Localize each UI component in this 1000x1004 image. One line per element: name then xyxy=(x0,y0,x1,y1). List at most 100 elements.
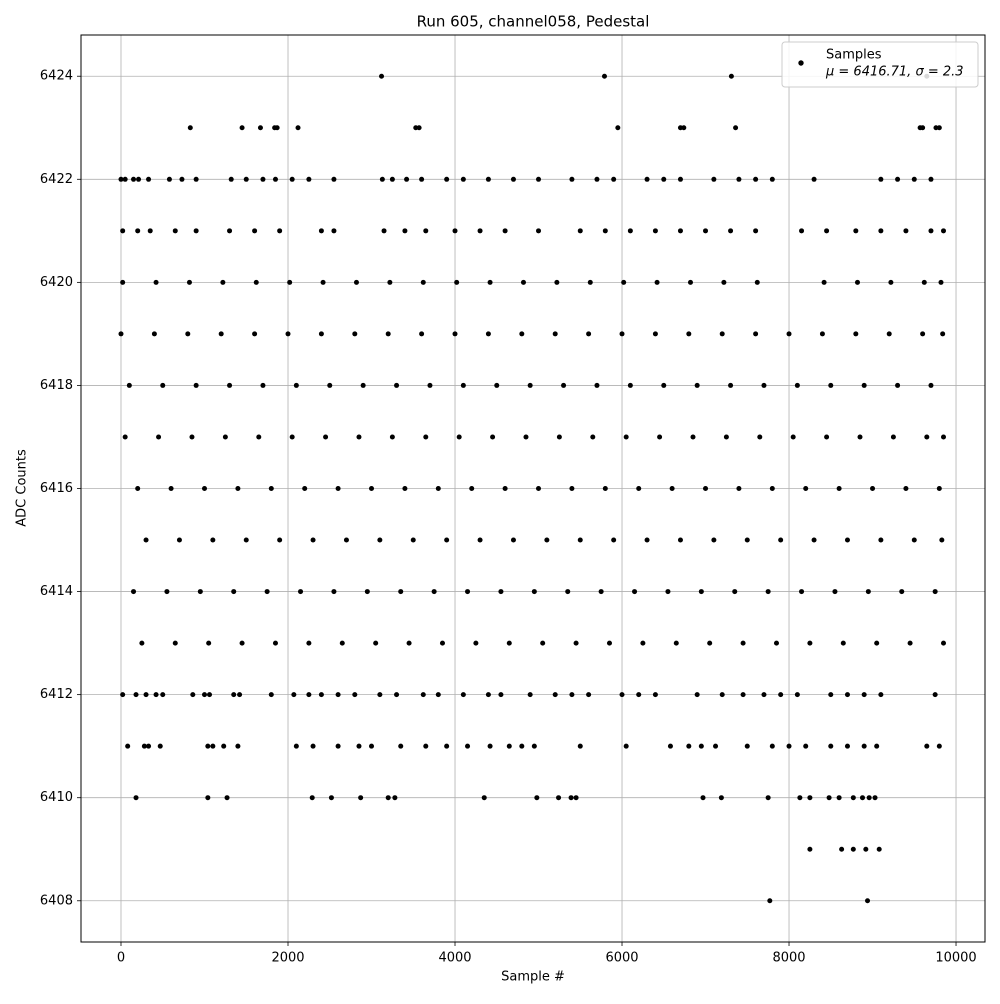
data-point xyxy=(394,692,400,698)
data-point xyxy=(356,434,362,440)
data-point xyxy=(444,743,450,749)
data-point xyxy=(385,331,391,337)
data-point xyxy=(389,176,395,182)
y-tick-label: 6416 xyxy=(40,481,73,496)
data-point xyxy=(358,795,364,801)
data-point xyxy=(786,743,792,749)
data-point xyxy=(389,434,395,440)
data-point xyxy=(828,692,834,698)
data-point xyxy=(302,486,308,491)
data-point xyxy=(552,692,558,698)
data-point xyxy=(811,176,817,182)
data-point xyxy=(611,176,617,182)
data-point xyxy=(619,331,625,337)
data-point xyxy=(205,743,211,749)
data-point xyxy=(832,589,838,595)
data-point xyxy=(352,331,358,337)
data-point xyxy=(911,176,917,182)
data-point xyxy=(477,537,483,543)
data-point xyxy=(765,795,771,801)
data-point xyxy=(235,486,241,491)
data-point xyxy=(202,486,208,491)
data-point xyxy=(807,640,813,646)
data-point xyxy=(228,176,234,182)
data-point xyxy=(377,537,383,543)
data-point xyxy=(577,537,583,543)
data-point xyxy=(853,228,859,234)
data-point xyxy=(536,228,542,234)
data-point xyxy=(153,279,159,285)
data-point xyxy=(473,640,479,646)
data-point xyxy=(565,589,571,595)
data-point xyxy=(728,73,734,79)
data-point xyxy=(740,692,746,698)
data-point xyxy=(878,692,884,698)
data-point xyxy=(435,486,441,491)
data-point xyxy=(878,176,884,182)
y-tick-label: 6424 xyxy=(40,69,73,84)
data-point xyxy=(327,382,333,388)
legend-note: μ = 6416.71, σ = 2.3 xyxy=(825,65,964,80)
data-point xyxy=(824,434,830,440)
data-point xyxy=(718,795,724,801)
data-point xyxy=(940,640,946,646)
data-point xyxy=(252,331,258,337)
data-point xyxy=(309,795,315,801)
data-point xyxy=(143,537,149,543)
data-point xyxy=(928,228,934,234)
data-point xyxy=(753,331,759,337)
data-point xyxy=(627,228,633,234)
y-tick-label: 6408 xyxy=(40,893,73,908)
data-point xyxy=(423,434,429,440)
data-point xyxy=(861,382,867,388)
data-point xyxy=(260,382,266,388)
data-point xyxy=(744,537,750,543)
data-point xyxy=(932,692,938,698)
data-point xyxy=(826,795,832,801)
data-point xyxy=(673,640,679,646)
data-point xyxy=(844,537,850,543)
data-point xyxy=(328,795,334,801)
data-point xyxy=(736,486,742,491)
data-point xyxy=(657,434,663,440)
data-point xyxy=(940,434,946,440)
data-point xyxy=(786,331,792,337)
data-point xyxy=(907,640,913,646)
data-point xyxy=(797,795,803,801)
data-point xyxy=(938,279,944,285)
x-tick-label: 8000 xyxy=(772,951,805,966)
data-point xyxy=(590,434,596,440)
data-point xyxy=(536,486,542,491)
data-point xyxy=(427,382,433,388)
data-point xyxy=(465,743,471,749)
data-point xyxy=(690,434,696,440)
legend: Samples μ = 6416.71, σ = 2.3 xyxy=(781,41,979,88)
data-point xyxy=(239,125,245,131)
data-point xyxy=(740,640,746,646)
data-point xyxy=(728,382,734,388)
data-point xyxy=(623,743,629,749)
data-point xyxy=(210,743,216,749)
data-point xyxy=(295,125,301,131)
data-point xyxy=(872,795,878,801)
data-point xyxy=(227,382,233,388)
data-point xyxy=(485,176,491,182)
data-point xyxy=(331,228,337,234)
data-point xyxy=(323,434,329,440)
data-point xyxy=(554,279,560,285)
data-point xyxy=(260,176,266,182)
data-point xyxy=(205,795,211,801)
data-point xyxy=(287,279,293,285)
data-point xyxy=(773,640,779,646)
data-point xyxy=(460,382,466,388)
data-point xyxy=(839,846,845,852)
data-point xyxy=(160,382,166,388)
data-point xyxy=(861,743,867,749)
data-point xyxy=(416,125,422,131)
data-point xyxy=(487,743,493,749)
data-point xyxy=(569,692,575,698)
data-point xyxy=(506,743,512,749)
data-point xyxy=(627,382,633,388)
data-point xyxy=(924,434,930,440)
data-point xyxy=(231,692,237,698)
